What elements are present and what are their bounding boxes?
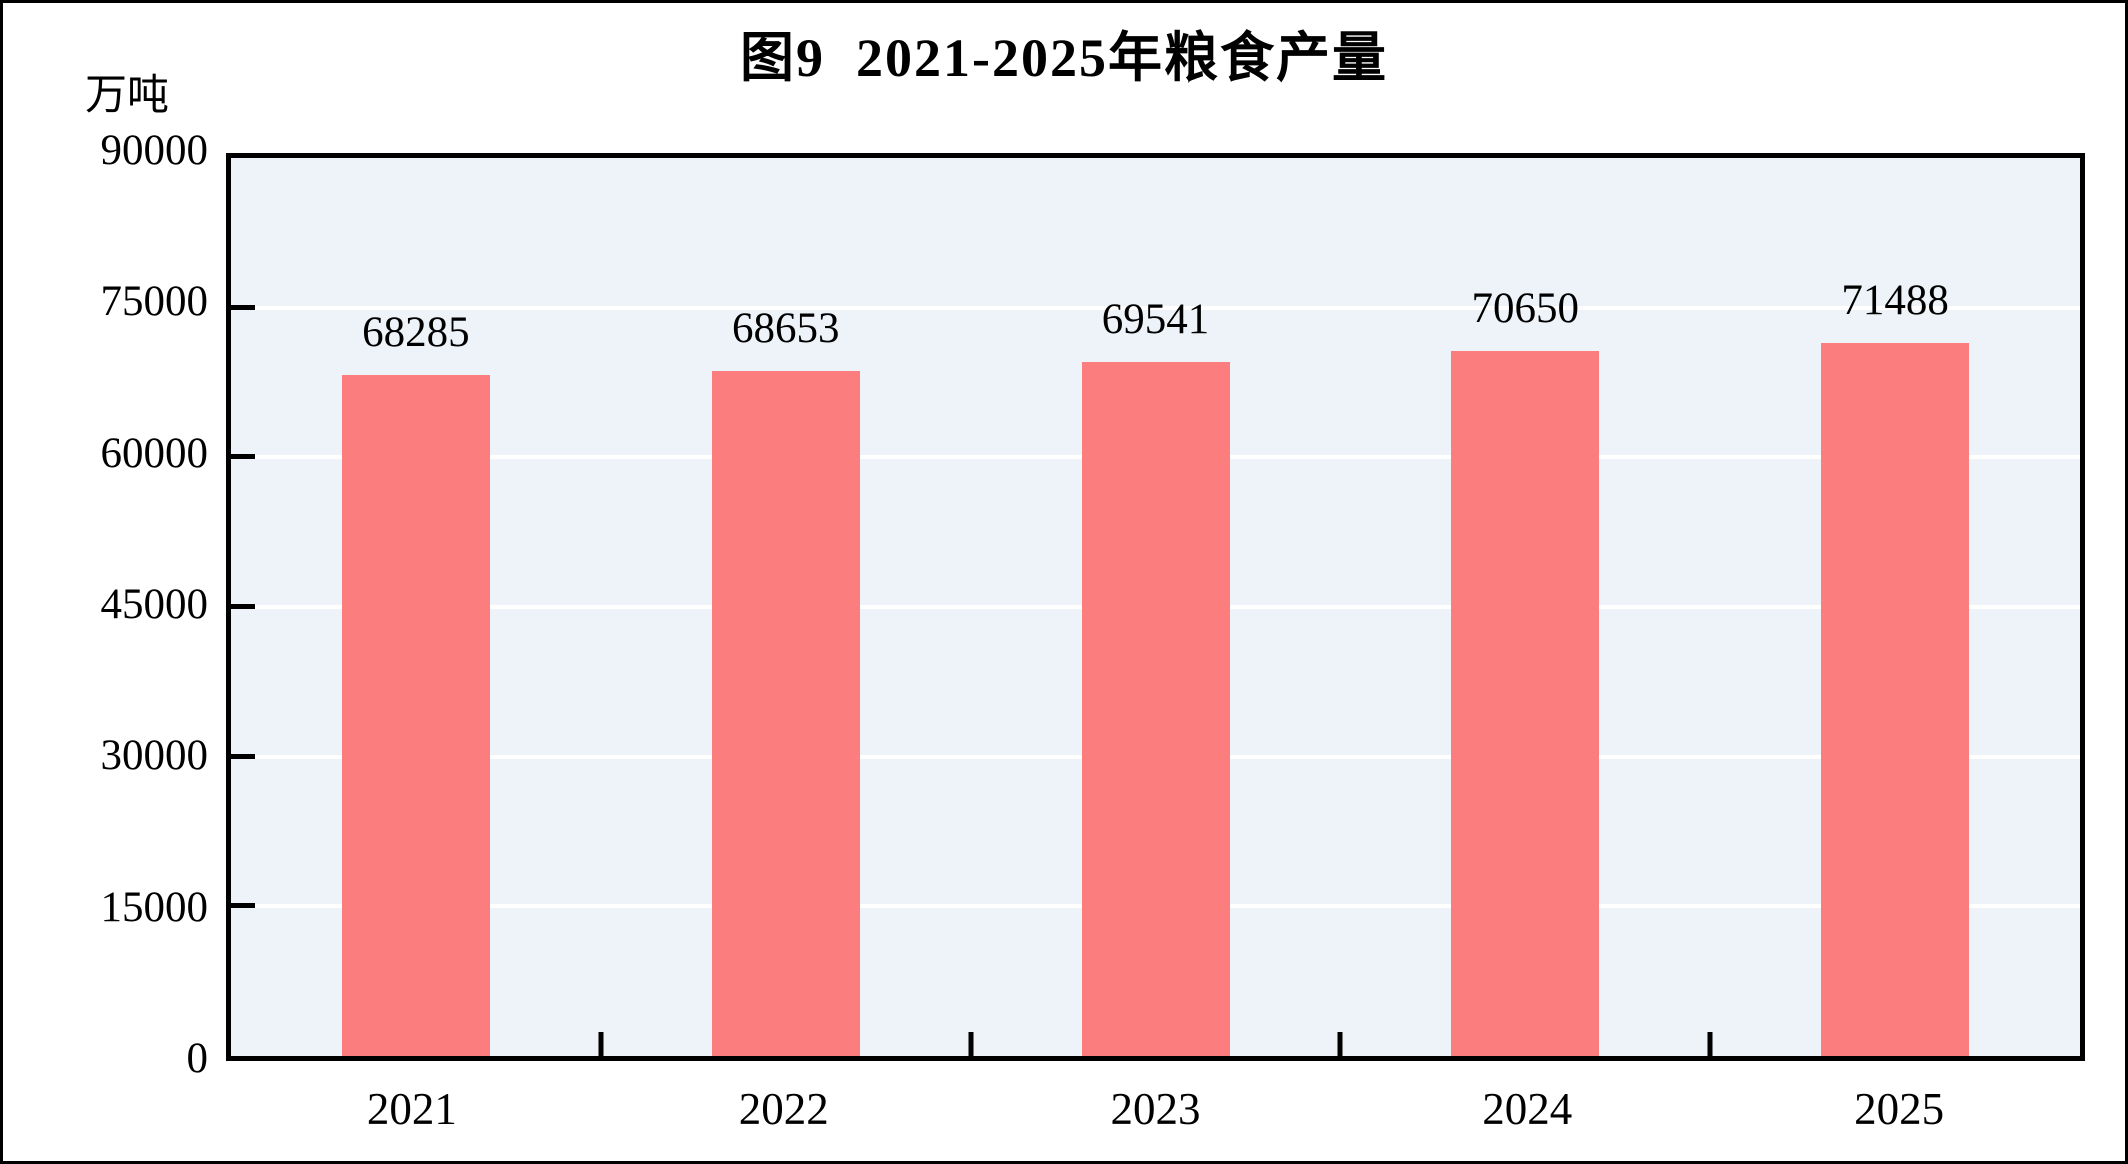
y-axis-tick-label: 30000	[100, 732, 209, 780]
y-tick-mark-15000	[231, 903, 255, 909]
y-axis-tick-label: 60000	[100, 429, 209, 477]
bar-value-label: 69541	[1101, 296, 1210, 344]
y-axis-unit-label: 万吨	[85, 73, 170, 119]
gridline-75000	[231, 305, 2080, 310]
x-axis-category-label: 2021	[366, 1084, 457, 1134]
x-tick-mark	[1707, 1032, 1713, 1056]
y-tick-mark-75000	[231, 304, 255, 310]
bar-value-label: 70650	[1471, 285, 1580, 333]
x-axis-category-label: 2025	[1854, 1084, 1945, 1134]
y-tick-mark-45000	[231, 604, 255, 609]
y-tick-mark-30000	[231, 753, 255, 759]
x-axis-category-label: 2023	[1110, 1084, 1201, 1134]
y-axis-tick-label: 75000	[100, 278, 209, 326]
chart-title: 图9 2021-2025年粮食产量	[740, 28, 1388, 88]
bar-2023	[1081, 362, 1230, 1056]
x-tick-mark	[1337, 1032, 1343, 1056]
bar-value-label: 71488	[1841, 276, 1949, 324]
y-tick-mark-60000	[231, 454, 255, 460]
bar-value-label: 68653	[731, 305, 840, 352]
bar-value-label: 68285	[362, 308, 470, 356]
x-tick-mark	[598, 1032, 604, 1056]
y-axis-tick-label: 15000	[100, 883, 209, 931]
y-axis-tick-label: 45000	[100, 581, 209, 628]
x-tick-mark	[968, 1032, 974, 1056]
bar-2025	[1821, 342, 1970, 1056]
bar-2022	[711, 371, 860, 1056]
x-axis-category-label: 2024	[1482, 1084, 1573, 1134]
bar-2021	[341, 374, 490, 1056]
x-axis-category-label: 2022	[738, 1084, 829, 1134]
plot-area: 68285 68653 69541 70650 71488	[226, 153, 2085, 1061]
bar-2024	[1451, 351, 1600, 1056]
y-axis-tick-label: 0	[186, 1035, 209, 1082]
y-axis-tick-label: 90000	[100, 127, 209, 174]
